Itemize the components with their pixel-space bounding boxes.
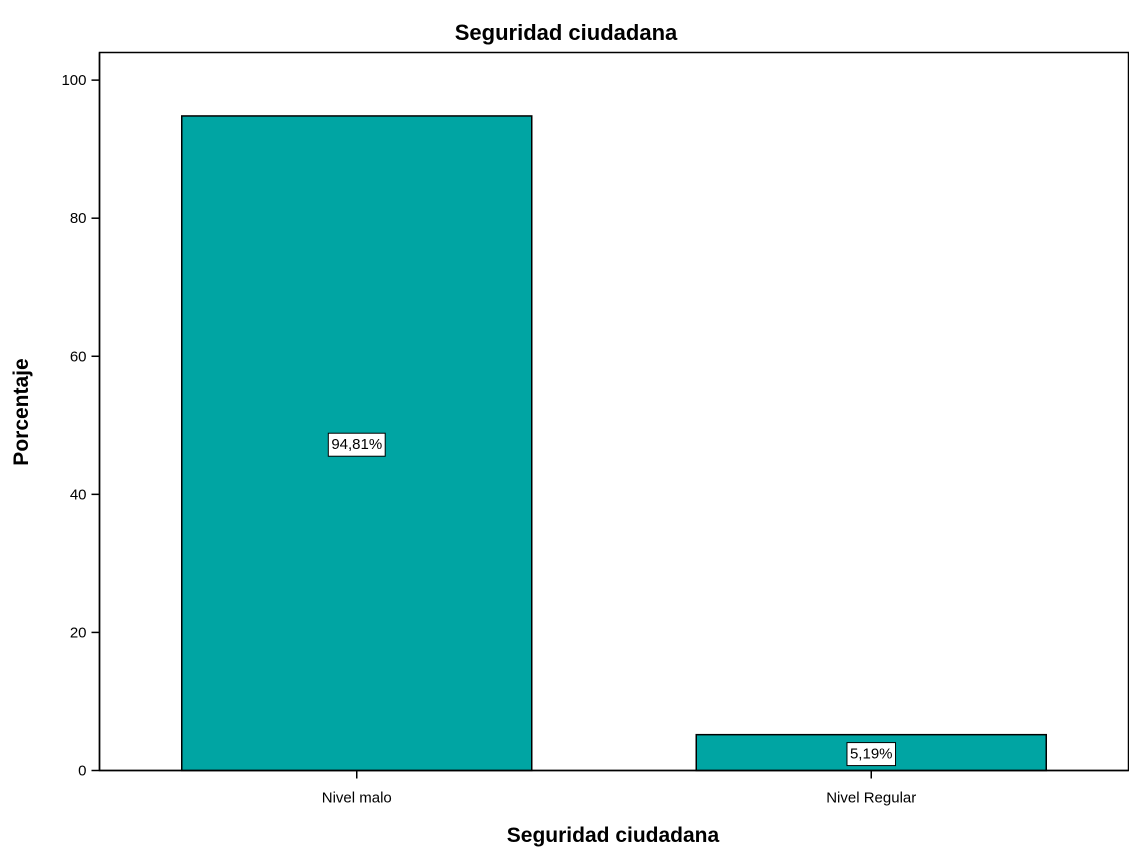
data-label: 94,81% xyxy=(331,436,382,453)
chart-title: Seguridad ciudadana xyxy=(455,20,678,45)
y-tick-label: 80 xyxy=(70,210,87,227)
y-tick-label: 0 xyxy=(78,763,86,780)
x-axis: Nivel malo Nivel Regular xyxy=(99,769,1129,807)
data-labels-group: 94,81% 5,19% xyxy=(327,432,897,767)
x-axis-title: Seguridad ciudadana xyxy=(507,824,720,847)
y-axis-title: Porcentaje xyxy=(10,358,33,465)
y-tick-label: 20 xyxy=(70,624,87,641)
y-tick-label: 60 xyxy=(70,348,87,365)
data-label-box xyxy=(846,742,897,767)
y-tick-label: 100 xyxy=(61,72,86,89)
x-tick-label: Nivel malo xyxy=(322,790,392,807)
y-axis: 0 20 40 60 80 100 xyxy=(61,52,101,780)
data-label: 5,19% xyxy=(850,746,893,763)
data-label-box xyxy=(327,432,386,457)
y-tick-label: 40 xyxy=(70,486,87,503)
x-tick-label: Nivel Regular xyxy=(826,790,916,807)
